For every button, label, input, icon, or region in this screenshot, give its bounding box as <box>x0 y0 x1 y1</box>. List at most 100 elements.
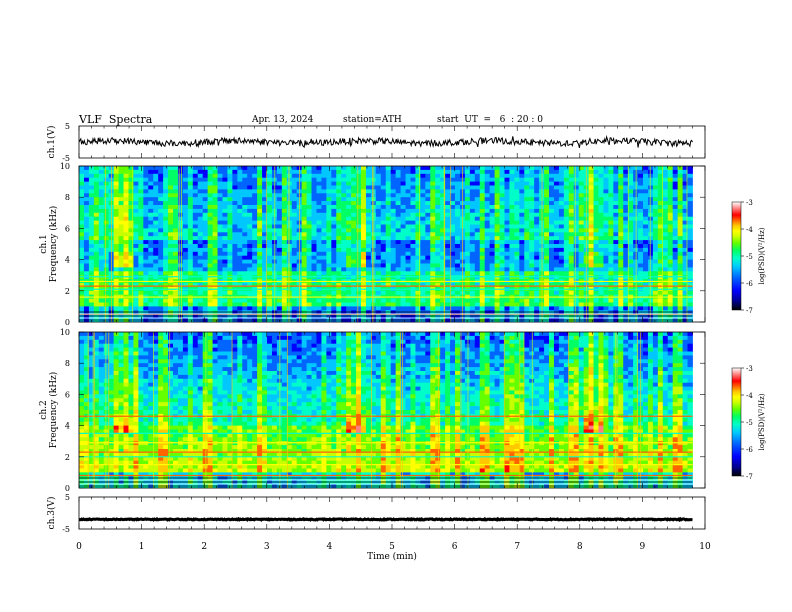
spectrogram-cell <box>281 181 288 186</box>
spectrogram-cell <box>623 169 629 175</box>
spectrogram-cell <box>450 232 456 237</box>
spectrogram-cell <box>395 212 401 218</box>
spectrogram-cell <box>464 251 471 257</box>
spectrogram-cell <box>390 181 397 186</box>
spectrogram-cell <box>148 232 154 237</box>
spectrogram-cell <box>168 240 174 245</box>
spectrogram-cell <box>420 267 426 272</box>
spectrogram-cell <box>380 251 387 257</box>
spectrogram-cell <box>79 244 85 249</box>
spectrogram-cell <box>677 251 683 257</box>
spectrogram-cell <box>257 166 263 171</box>
spectrogram-cell <box>484 216 491 221</box>
spectrogram-cell <box>207 251 213 257</box>
spectrogram-cell <box>316 208 322 214</box>
spectrogram-cell <box>247 302 253 307</box>
spectrogram-cell <box>588 166 594 171</box>
spectrogram-cell <box>361 197 367 202</box>
spectrogram-cell <box>168 290 174 296</box>
spectrogram-cell <box>662 228 669 233</box>
spectrogram-cell <box>375 259 382 264</box>
spectrogram-cell <box>608 193 614 198</box>
spectrogram-cell <box>257 263 263 268</box>
spectrogram-cell <box>544 247 550 253</box>
spectrogram-cell <box>212 251 218 257</box>
spectrogram-cell <box>88 251 95 257</box>
spectrogram-cell <box>380 271 387 276</box>
spectrogram-cell <box>534 255 540 260</box>
spectrogram-cell <box>128 251 134 257</box>
spectrogram-cell <box>88 290 95 296</box>
spectrogram-cell <box>469 244 476 249</box>
spectrogram-cell <box>113 228 119 233</box>
spectrogram-cell <box>143 302 149 307</box>
spectrogram-cell <box>257 244 263 249</box>
spectrogram-cell <box>83 247 90 253</box>
spectrogram-cell <box>489 263 495 268</box>
spectrogram-cell <box>534 310 540 315</box>
spectrogram-cell <box>405 173 411 179</box>
spectrogram-cell <box>445 177 451 182</box>
spectrogram-cell <box>361 251 367 257</box>
spectrogram-cell <box>173 267 179 272</box>
spectrogram-cell <box>445 216 451 221</box>
spectrogram-cell <box>217 283 223 288</box>
spectrogram-cell <box>365 169 372 175</box>
spectrogram-cell <box>479 232 486 237</box>
spectrogram-cell <box>588 224 594 229</box>
spectrogram-cell <box>563 166 570 171</box>
spectrogram-cell <box>420 208 426 214</box>
spectrogram-cell <box>395 181 401 186</box>
spectrogram-cell <box>267 290 273 296</box>
spectrogram-cell <box>128 208 134 214</box>
spectrogram-cell <box>168 298 174 303</box>
spectrogram-cell <box>311 201 317 206</box>
spectrogram-cell <box>148 212 154 218</box>
spectrogram-cell <box>638 208 644 214</box>
spectrogram-cell <box>682 306 688 311</box>
spectrogram-cell <box>687 216 693 221</box>
spectrogram-cell <box>395 298 401 303</box>
spectrogram-cell <box>262 216 268 221</box>
spectrogram-cell <box>455 197 461 202</box>
spectrogram-cell <box>643 216 649 221</box>
spectrogram-cell <box>568 208 575 214</box>
spectrogram-cell <box>390 193 397 198</box>
spectrogram-cell <box>553 181 560 186</box>
spectrogram-cell <box>118 197 124 202</box>
spectrogram-cell <box>103 251 110 257</box>
spectrogram-cell <box>187 302 194 307</box>
spectrogram-cell <box>232 271 238 276</box>
spectrogram-cell <box>182 232 189 237</box>
spectrogram-cell <box>638 166 644 171</box>
spectrogram-cell <box>435 232 441 237</box>
spectrogram-cell <box>425 310 431 315</box>
spectrogram-cell <box>247 173 253 179</box>
spectrogram-cell <box>346 197 352 202</box>
spectrogram-cell <box>598 224 604 229</box>
spectrogram-cell <box>578 197 585 202</box>
spectrogram-cell <box>672 310 679 315</box>
spectrogram-cell <box>123 244 129 249</box>
spectrogram-cell <box>529 271 535 276</box>
spectrogram-cell <box>83 298 90 303</box>
spectrogram-cell <box>464 310 471 315</box>
spectrogram-cell <box>247 189 253 194</box>
spectrogram-cell <box>657 166 664 171</box>
spectrogram-cell <box>499 193 505 198</box>
spectrogram-cell <box>361 189 367 194</box>
spectrogram-cell <box>281 185 288 190</box>
spectrogram-cell <box>494 185 500 190</box>
spectrogram-cell <box>257 310 263 315</box>
spectrogram-cell <box>667 251 674 257</box>
spectrogram-cell <box>450 169 456 175</box>
spectrogram-cell <box>331 169 337 175</box>
spectrogram-cell <box>331 189 337 194</box>
spectrogram-cell <box>563 212 570 218</box>
spectrogram-cell <box>593 212 599 218</box>
spectrogram-cell <box>385 283 392 288</box>
spectrogram-cell <box>301 251 307 257</box>
spectrogram-cell <box>133 220 139 225</box>
spectrogram-cell <box>618 247 624 253</box>
spectrogram-cell <box>553 208 560 214</box>
